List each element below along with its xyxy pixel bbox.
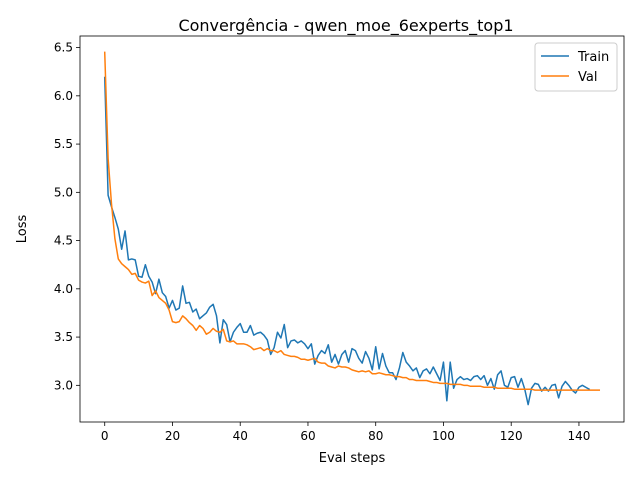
y-axis-ticks: 3.0 3.5 4.0 4.5 5.0 5.5 6.0 6.5 <box>54 41 80 392</box>
y-tick-label: 5.5 <box>54 137 73 151</box>
x-tick-label: 60 <box>300 429 315 443</box>
y-tick-label: 5.0 <box>54 185 73 199</box>
series-line-train <box>103 76 591 406</box>
x-tick-label: 40 <box>233 429 248 443</box>
axes-frame <box>79 35 625 423</box>
x-tick-label: 80 <box>368 429 383 443</box>
legend-label-train: Train <box>577 50 609 65</box>
legend: Train Val <box>534 42 618 92</box>
y-tick-label: 4.5 <box>54 234 73 248</box>
x-tick-label: 140 <box>567 429 590 443</box>
y-axis-label: Loss <box>15 215 30 244</box>
y-tick-label: 3.5 <box>54 330 73 344</box>
y-tick-label: 4.0 <box>54 282 73 296</box>
chart-title: Convergência - qwen_moe_6experts_top1 <box>178 16 513 36</box>
legend-label-val: Val <box>578 70 597 85</box>
plot-area: 0 20 40 60 80 100 120 140 3.0 3.5 4.0 4.5 5.0 5.5 6.0… <box>54 35 625 443</box>
x-axis-label: Eval steps <box>319 451 386 466</box>
series-line-val <box>103 51 601 391</box>
y-tick-label: 6.5 <box>54 41 73 55</box>
x-tick-label: 120 <box>500 429 523 443</box>
x-tick-label: 20 <box>165 429 180 443</box>
x-tick-label: 0 <box>101 429 109 443</box>
x-axis-ticks: 0 20 40 60 80 100 120 140 <box>101 422 590 443</box>
y-tick-label: 3.0 <box>54 378 73 392</box>
x-tick-label: 100 <box>432 429 455 443</box>
legend-box <box>534 42 618 92</box>
y-tick-label: 6.0 <box>54 89 73 103</box>
series-lines <box>103 51 601 406</box>
